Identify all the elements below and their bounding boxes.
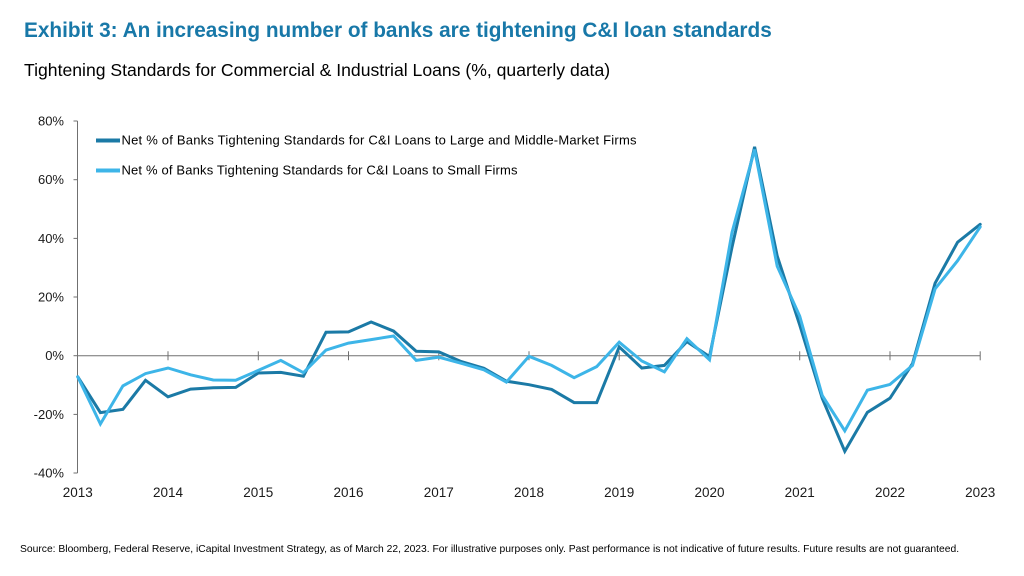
- svg-text:20%: 20%: [38, 290, 64, 305]
- svg-text:2020: 2020: [694, 485, 724, 500]
- svg-text:2019: 2019: [604, 485, 634, 500]
- svg-text:2014: 2014: [153, 485, 184, 500]
- svg-text:2018: 2018: [514, 485, 544, 500]
- svg-text:2015: 2015: [243, 485, 273, 500]
- svg-text:60%: 60%: [38, 172, 64, 187]
- svg-text:2017: 2017: [424, 485, 454, 500]
- svg-text:Net % of Banks Tightening Stan: Net % of Banks Tightening Standards for …: [122, 163, 519, 178]
- svg-text:80%: 80%: [38, 114, 64, 129]
- svg-text:2023: 2023: [965, 485, 995, 500]
- svg-text:Net % of Banks Tightening Stan: Net % of Banks Tightening Standards for …: [122, 133, 638, 148]
- svg-text:-40%: -40%: [34, 466, 65, 481]
- svg-text:2021: 2021: [785, 485, 815, 500]
- svg-text:2016: 2016: [333, 485, 363, 500]
- svg-text:-20%: -20%: [34, 407, 65, 422]
- svg-text:0%: 0%: [45, 348, 64, 363]
- svg-text:40%: 40%: [38, 231, 64, 246]
- svg-text:2022: 2022: [875, 485, 905, 500]
- svg-text:2013: 2013: [63, 485, 93, 500]
